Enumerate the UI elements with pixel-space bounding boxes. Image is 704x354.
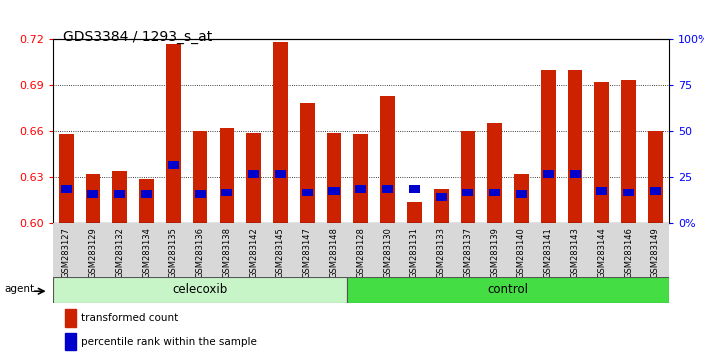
Bar	[516, 190, 527, 198]
Text: GSM283142: GSM283142	[249, 227, 258, 278]
Text: GSM283144: GSM283144	[597, 227, 606, 278]
Bar	[436, 193, 446, 201]
Bar	[193, 131, 208, 223]
Bar	[61, 185, 72, 193]
Bar	[300, 103, 315, 223]
Bar	[648, 131, 662, 223]
Bar	[570, 170, 581, 178]
Text: agent: agent	[4, 284, 34, 294]
Text: GSM283129: GSM283129	[89, 227, 97, 278]
Bar	[248, 170, 259, 178]
Text: GSM283149: GSM283149	[651, 227, 660, 278]
Bar	[166, 44, 181, 223]
FancyBboxPatch shape	[347, 277, 669, 303]
Bar	[273, 42, 288, 223]
Bar	[353, 134, 368, 223]
Bar	[114, 190, 125, 198]
Bar	[87, 190, 99, 198]
Bar	[543, 170, 554, 178]
Bar	[65, 309, 76, 327]
Text: GSM283135: GSM283135	[169, 227, 178, 278]
Text: control: control	[488, 284, 529, 296]
Bar	[434, 189, 448, 223]
Bar	[275, 170, 286, 178]
Bar	[141, 190, 152, 198]
Bar	[86, 174, 101, 223]
Text: celecoxib: celecoxib	[172, 284, 227, 296]
Bar	[596, 187, 608, 195]
Text: GSM283132: GSM283132	[115, 227, 125, 278]
Bar	[113, 171, 127, 223]
Bar	[463, 188, 474, 196]
Bar	[489, 188, 501, 196]
Bar	[567, 70, 582, 223]
Bar	[168, 161, 179, 169]
Bar	[650, 187, 661, 195]
Bar	[514, 174, 529, 223]
Bar	[460, 131, 475, 223]
Bar	[194, 190, 206, 198]
Text: GSM283143: GSM283143	[570, 227, 579, 278]
Text: GSM283140: GSM283140	[517, 227, 526, 278]
Bar	[139, 178, 154, 223]
Bar	[380, 96, 395, 223]
Text: GSM283131: GSM283131	[410, 227, 419, 278]
Text: transformed count: transformed count	[80, 313, 178, 323]
Bar	[59, 134, 73, 223]
Bar	[221, 188, 232, 196]
Text: GSM283147: GSM283147	[303, 227, 312, 278]
Text: GSM283133: GSM283133	[436, 227, 446, 278]
Bar	[65, 333, 76, 350]
Bar	[623, 188, 634, 196]
Bar	[487, 123, 502, 223]
Bar	[541, 70, 555, 223]
Text: GDS3384 / 1293_s_at: GDS3384 / 1293_s_at	[63, 30, 213, 44]
Text: GSM283130: GSM283130	[383, 227, 392, 278]
Text: GSM283146: GSM283146	[624, 227, 633, 278]
Text: GSM283137: GSM283137	[463, 227, 472, 278]
Text: GSM283127: GSM283127	[62, 227, 70, 278]
Bar	[594, 82, 609, 223]
Bar	[407, 201, 422, 223]
Text: GSM283128: GSM283128	[356, 227, 365, 278]
Bar	[409, 185, 420, 193]
Bar	[327, 132, 341, 223]
Bar	[382, 185, 393, 193]
FancyBboxPatch shape	[53, 277, 347, 303]
Text: percentile rank within the sample: percentile rank within the sample	[80, 337, 256, 347]
Text: GSM283141: GSM283141	[543, 227, 553, 278]
Bar	[302, 188, 313, 196]
Text: GSM283148: GSM283148	[329, 227, 339, 278]
Text: GSM283139: GSM283139	[490, 227, 499, 278]
Text: GSM283134: GSM283134	[142, 227, 151, 278]
Text: GSM283138: GSM283138	[222, 227, 232, 278]
Bar	[246, 132, 261, 223]
Bar	[220, 128, 234, 223]
Bar	[329, 187, 339, 195]
Text: GSM283145: GSM283145	[276, 227, 285, 278]
Text: GSM283136: GSM283136	[196, 227, 205, 278]
Bar	[356, 185, 366, 193]
Bar	[621, 80, 636, 223]
